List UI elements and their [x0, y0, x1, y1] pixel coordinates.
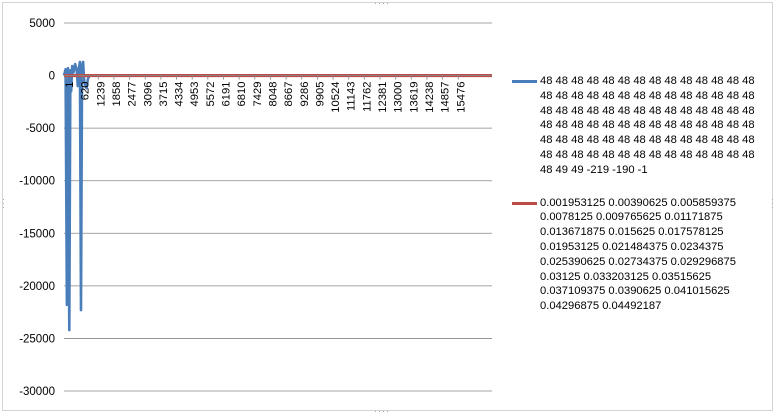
gridlines: [64, 22, 492, 392]
x-tick-label: 1239: [95, 82, 107, 107]
x-tick-label: 4953: [189, 82, 201, 107]
x-tick-label: 9286: [299, 82, 311, 107]
y-tick-label: 5000: [29, 18, 55, 30]
legend-swatch-series-1: [512, 80, 537, 83]
legend-entry-series-2: 0.001953125 0.00390625 0.005859375 0.007…: [512, 196, 762, 314]
x-tick-label: 1858: [111, 82, 123, 107]
legend-label-series-2: 0.001953125 0.00390625 0.005859375 0.007…: [540, 196, 736, 313]
legend-label-series-1: 48 48 48 48 48 48 48 48 48 48 48 48 48 4…: [540, 75, 755, 176]
x-tick-label: 13000: [393, 82, 405, 113]
x-tick-label: 3096: [142, 82, 154, 107]
y-axis-tick-labels: 5000 0 -5000 -10000 -15000 -20000 -25000 -30000: [19, 18, 55, 398]
x-tick-label: 11143: [346, 82, 358, 111]
x-tick-label: 4334: [174, 82, 186, 107]
legend: 48 48 48 48 48 48 48 48 48 48 48 48 48 4…: [512, 74, 762, 314]
resize-handle-left[interactable]: ···: [0, 198, 9, 210]
x-tick-label: 620: [80, 82, 92, 101]
x-tick-label: 8048: [267, 82, 279, 107]
chart-area[interactable]: [2, 2, 773, 411]
y-tick-label: 0: [49, 71, 55, 83]
legend-entry-series-1: 48 48 48 48 48 48 48 48 48 48 48 48 48 4…: [512, 74, 762, 178]
x-tick-label: 12381: [377, 82, 389, 113]
y-tick-label: -5000: [26, 123, 55, 135]
y-tick-label: -25000: [19, 333, 55, 345]
x-tick-label: 6191: [221, 82, 233, 107]
y-tick-label: -30000: [19, 386, 55, 398]
resize-handle-top[interactable]: ····: [374, 0, 390, 8]
x-tick-label: 1: [64, 82, 76, 88]
x-tick-label: 8667: [283, 82, 295, 107]
x-tick-label: 7429: [252, 82, 264, 107]
y-tick-label: -15000: [19, 228, 55, 240]
resize-handle-right[interactable]: ···: [768, 198, 777, 210]
x-tick-label: 15476: [455, 82, 467, 113]
x-tick-label: 2477: [127, 82, 139, 107]
y-tick-label: -20000: [19, 281, 55, 293]
legend-swatch-series-2: [512, 201, 537, 205]
x-tick-label: 14238: [424, 82, 436, 113]
resize-handle-bottom[interactable]: ····: [374, 406, 390, 416]
x-tick-label: 13619: [408, 82, 420, 113]
x-tick-label: 14857: [440, 82, 452, 113]
y-tick-label: -10000: [19, 176, 55, 188]
x-tick-label: 6810: [236, 82, 248, 107]
series-line-1: [62, 60, 492, 332]
x-tick-label: 10524: [330, 82, 342, 113]
x-tick-label: 5572: [205, 82, 217, 107]
x-axis: [64, 75, 492, 80]
x-tick-label: 11762: [361, 82, 373, 112]
x-tick-label: 3715: [158, 82, 170, 107]
x-tick-label: 9905: [314, 82, 326, 107]
x-axis-tick-labels: 1 620 1239 1858 2477 3096 3715 4334 4953 5572 6191…: [64, 82, 467, 113]
